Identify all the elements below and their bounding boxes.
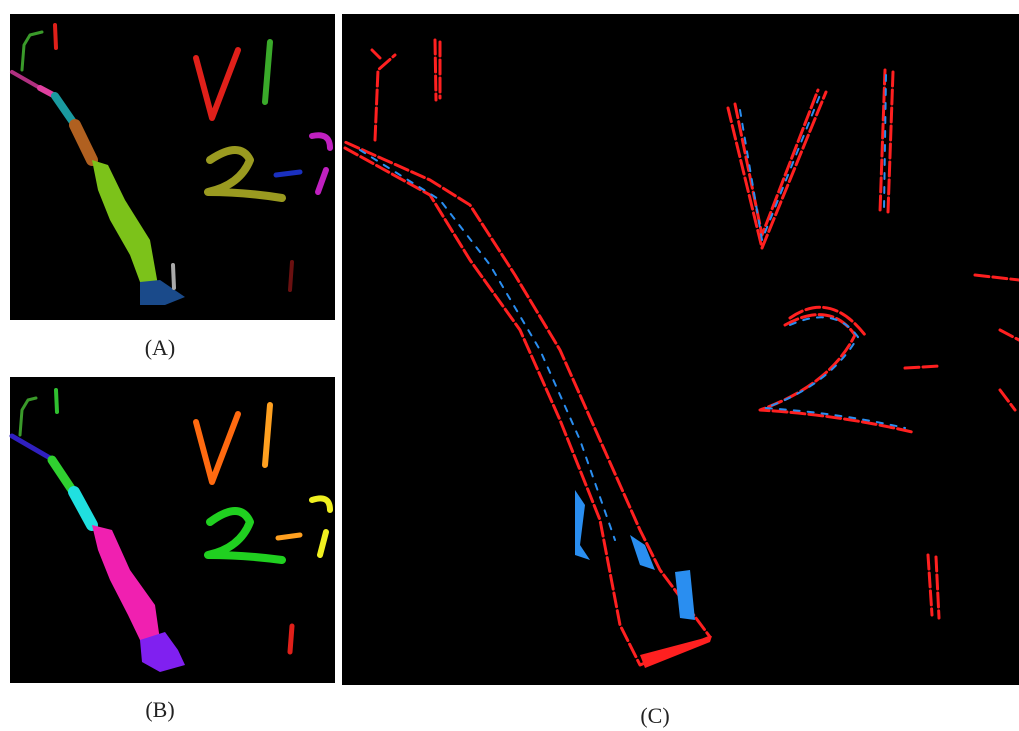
panel-c-image [342,14,1019,685]
caption: (A) [145,335,176,360]
panel-b-image [9,377,335,683]
panel-a-image [10,14,335,320]
caption: (C) [640,703,669,728]
caption: (B) [145,697,174,722]
